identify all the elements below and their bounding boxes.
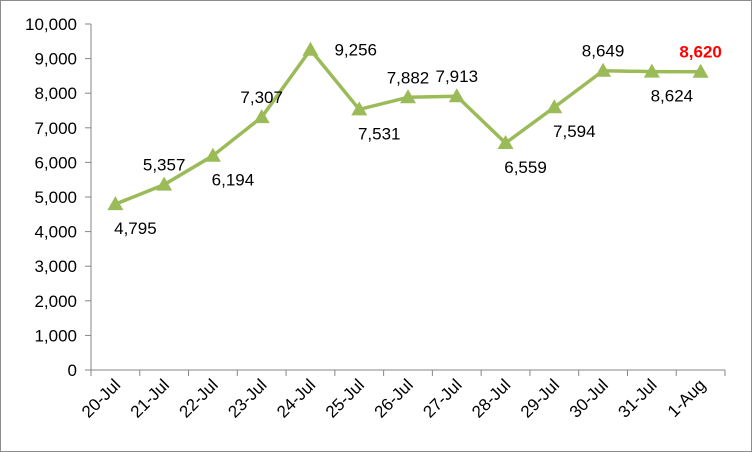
y-tick-label: 4,000	[34, 223, 77, 242]
data-label: 5,357	[143, 156, 186, 175]
y-tick-label: 10,000	[25, 15, 77, 34]
data-label: 8,620	[679, 43, 722, 62]
x-tick-label: 26-Jul	[371, 375, 417, 421]
y-tick-label: 2,000	[34, 292, 77, 311]
x-tick-label: 27-Jul	[419, 375, 465, 421]
data-point-marker	[643, 63, 660, 78]
y-tick-label: 9,000	[34, 50, 77, 69]
data-point-marker	[351, 101, 368, 116]
y-tick-label: 6,000	[34, 153, 77, 172]
data-point-marker	[497, 135, 514, 150]
data-point-marker	[204, 147, 221, 162]
x-tick-label: 22-Jul	[176, 375, 222, 421]
x-tick-label: 24-Jul	[273, 375, 319, 421]
x-tick-label: 31-Jul	[614, 375, 660, 421]
data-label: 8,624	[651, 87, 694, 106]
data-point-marker	[400, 89, 416, 104]
x-tick-label: 1-Aug	[664, 375, 710, 421]
series-group	[107, 41, 709, 211]
x-tick-label: 21-Jul	[127, 375, 173, 421]
data-point-marker	[156, 176, 173, 191]
data-point-marker	[107, 196, 124, 211]
data-label: 7,307	[240, 88, 283, 107]
data-label: 7,913	[435, 67, 478, 86]
x-tick-label: 28-Jul	[468, 375, 514, 421]
x-tick-label: 29-Jul	[517, 375, 563, 421]
x-tick-label: 30-Jul	[566, 375, 612, 421]
data-point-marker	[448, 88, 465, 103]
y-tick-label: 8,000	[34, 84, 77, 103]
data-label: 7,594	[553, 122, 596, 141]
data-point-marker	[546, 99, 563, 114]
x-tick-label: 25-Jul	[322, 375, 368, 421]
y-tick-label: 3,000	[34, 257, 77, 276]
data-label: 8,649	[582, 42, 625, 61]
y-tick-label: 7,000	[34, 119, 77, 138]
data-point-marker	[692, 63, 709, 78]
x-tick-label: 23-Jul	[224, 375, 270, 421]
data-label: 4,795	[114, 219, 157, 238]
data-label: 6,559	[504, 158, 547, 177]
x-tick-label: 20-Jul	[78, 375, 124, 421]
data-point-marker	[595, 62, 612, 77]
y-tick-label: 5,000	[34, 188, 77, 207]
data-point-marker	[302, 41, 319, 56]
data-label: 7,882	[387, 68, 430, 87]
data-label: 6,194	[212, 171, 255, 190]
x-axis-ticks: 20-Jul 21-Jul 22-Jul 23-Jul 24-Jul 25-Jul 26-J…	[78, 370, 726, 422]
y-axis-ticks: 0 1,000 2,000 3,000 4,000 5,000 6,000 7,000 8,00…	[25, 15, 91, 380]
y-tick-label: 0	[68, 361, 77, 380]
data-point-marker	[253, 109, 270, 124]
data-labels: 4,795 5,357 6,194 7,307 9,256 7,531 7,882 7,913…	[114, 41, 722, 238]
data-label: 9,256	[334, 41, 377, 60]
data-label: 7,531	[358, 124, 401, 143]
y-tick-label: 1,000	[34, 326, 77, 345]
